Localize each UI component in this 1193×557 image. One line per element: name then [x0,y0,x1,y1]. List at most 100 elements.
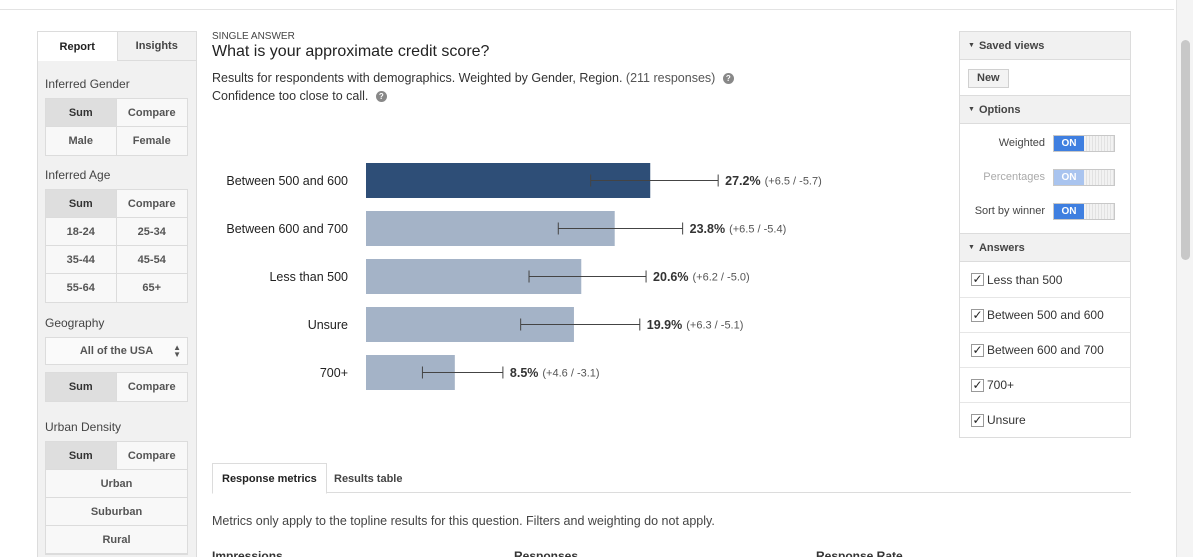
options-title: Options [978,103,1021,116]
question-title: What is your approximate credit score? [212,43,490,60]
age-35-44-button[interactable]: 35-44 [46,246,117,274]
help-icon[interactable]: ? [375,91,387,102]
gender-compare-button[interactable]: Compare [116,99,187,127]
metric-response-rate: Response Rate [816,549,903,557]
answer-item[interactable]: ✓ 700+ [960,367,1130,402]
tab-report[interactable]: Report [38,32,118,61]
saved-views-body: New [960,60,1130,96]
sort-row: Sort by winner ON [960,194,1130,228]
gender-male-button[interactable]: Male [46,127,117,155]
urban-sum-button[interactable]: Sum [46,442,117,470]
age-sum-button[interactable]: Sum [46,190,117,218]
age-45-54-button[interactable]: 45-54 [116,246,187,274]
answers-list: ✓ Less than 500 ✓ Between 500 and 600 ✓ Bet… [960,262,1130,437]
gender-female-button[interactable]: Female [132,135,171,147]
page-scrollbar[interactable] [1176,0,1193,557]
select-arrows-icon: ▲ ▼ [173,343,181,359]
age-compare-button[interactable]: Compare [116,190,187,218]
options-panel: ▼ Saved views New ▼ Options Weighted ON … [959,31,1131,438]
error-label: (+6.5 / -5.4) [729,224,786,236]
confidence-note: Confidence too close to call. ? [212,89,387,103]
metric-impressions: Impressions [212,549,283,557]
urban-title: Urban Density [45,420,122,434]
gender-filter: Sum Compare Male Female [45,98,188,156]
collapse-triangle-icon: ▼ [968,42,975,49]
category-label: Less than 500 [269,270,348,284]
weighted-label: Weighted [998,137,1045,149]
category-label: Between 500 and 600 [226,174,348,188]
question-type: SINGLE ANSWER [212,31,295,42]
checkbox-checked-icon[interactable]: ✓ [971,307,984,322]
collapse-triangle-icon: ▼ [968,106,975,113]
age-55-64-button[interactable]: 55-64 [46,274,117,302]
error-label: (+6.2 / -5.0) [693,272,750,284]
answer-item[interactable]: ✓ Between 500 and 600 [960,297,1130,332]
toggle-on-label: ON [1054,203,1084,219]
value-label: 8.5% [510,366,539,380]
top-divider [0,9,1174,10]
value-label: 19.9% [647,318,682,332]
scrollbar-thumb[interactable] [1181,40,1190,260]
error-label: (+6.3 / -5.1) [686,320,743,332]
toggle-on-label: ON [1054,169,1084,185]
tab-response-metrics[interactable]: Response metrics [212,463,327,494]
urban-compare-button[interactable]: Compare [116,442,187,470]
metrics-note: Metrics only apply to the topline result… [212,514,715,528]
confidence-text: Confidence too close to call. [212,89,369,103]
answers-header[interactable]: ▼ Answers [960,234,1130,262]
age-65-plus-button[interactable]: 65+ [142,282,162,294]
geography-compare-button[interactable]: Compare [127,381,176,393]
answer-label: 700+ [987,378,1015,392]
checkbox-checked-icon[interactable]: ✓ [971,412,984,427]
answer-label: Unsure [987,413,1026,427]
question-subtitle: Results for respondents with demographic… [212,71,734,85]
gender-sum-button[interactable]: Sum [46,99,117,127]
age-25-34-button[interactable]: 25-34 [116,218,187,246]
saved-views-header[interactable]: ▼ Saved views [960,32,1130,60]
collapse-triangle-icon: ▼ [968,244,975,251]
urban-option-suburban[interactable]: Suburban [46,498,187,526]
answer-item[interactable]: ✓ Unsure [960,402,1130,437]
sort-toggle[interactable]: ON [1053,202,1115,220]
geography-selected: All of the USA [79,345,154,357]
geography-sum-button[interactable]: Sum [46,373,117,401]
metric-responses: Responses [514,549,579,557]
error-label: (+4.6 / -3.1) [542,368,599,380]
answer-item[interactable]: ✓ Less than 500 [960,262,1130,297]
urban-option-rural[interactable]: Rural [46,526,187,554]
category-label: 700+ [320,366,348,380]
category-label: Between 600 and 700 [226,222,348,236]
help-icon[interactable]: ? [722,73,734,84]
tab-insights[interactable]: Insights [135,40,178,52]
error-label: (+6.5 / -5.7) [765,176,822,188]
urban-options: Urban Suburban Rural [45,470,188,555]
options-body: Weighted ON Percentages ON Sort by winne… [960,124,1130,234]
weighted-row: Weighted ON [960,126,1130,160]
geography-title: Geography [45,316,105,330]
checkbox-checked-icon[interactable]: ✓ [971,272,984,286]
age-filter: Sum Compare 18-24 25-34 35-44 45-54 55-6… [45,189,188,303]
weighted-toggle[interactable]: ON [1053,134,1115,152]
geography-select[interactable]: All of the USA ▲ ▼ [45,337,188,365]
checkbox-checked-icon[interactable]: ✓ [971,342,984,357]
age-18-24-button[interactable]: 18-24 [46,218,117,246]
percentages-label: Percentages [983,171,1045,183]
toggle-off-area [1084,169,1114,185]
answer-label: Between 500 and 600 [987,308,1104,322]
new-view-button[interactable]: New [968,69,1009,88]
urban-option-urban[interactable]: Urban [46,470,187,498]
saved-views-title: Saved views [978,39,1045,52]
toggle-off-area [1084,203,1114,219]
gender-title: Inferred Gender [45,77,130,91]
sort-label: Sort by winner [974,205,1045,217]
answer-item[interactable]: ✓ Between 600 and 700 [960,332,1130,367]
options-header[interactable]: ▼ Options [960,96,1130,124]
toggle-on-label: ON [1054,135,1084,151]
percentages-toggle[interactable]: ON [1053,168,1115,186]
value-label: 20.6% [653,270,688,284]
tab-results-table[interactable]: Results table [334,472,403,485]
checkbox-checked-icon[interactable]: ✓ [971,377,984,392]
bottom-tabs: Response metrics Results table [212,463,1131,494]
value-label: 27.2% [725,174,760,188]
category-label: Unsure [308,318,348,332]
